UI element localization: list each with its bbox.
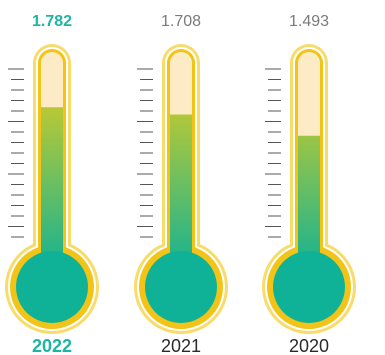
thermometer-2021 [134, 44, 228, 334]
thermometer-bulb [145, 251, 217, 323]
thermometers-group [5, 44, 356, 334]
thermometer-2022 [5, 44, 99, 334]
value-label-2022: 1.782 [32, 13, 72, 30]
thermometer-liquid [170, 114, 192, 289]
value-label-2021: 1.708 [161, 13, 201, 30]
value-label-2020: 1.493 [289, 13, 329, 30]
thermometer-liquid [41, 107, 63, 288]
category-label-2021: 2021 [161, 336, 201, 355]
labels-group: 1.782 2022 1.708 2021 1.493 2020 [32, 13, 329, 355]
tick-marks [8, 68, 24, 238]
tick-marks [265, 68, 281, 238]
category-label-2020: 2020 [289, 336, 329, 355]
thermometer-2020 [262, 44, 356, 334]
thermometer-bulb [273, 251, 345, 323]
category-label-2022: 2022 [32, 336, 72, 355]
tick-marks [137, 68, 153, 238]
thermometer-liquid [298, 135, 320, 288]
thermometer-bulb [16, 251, 88, 323]
